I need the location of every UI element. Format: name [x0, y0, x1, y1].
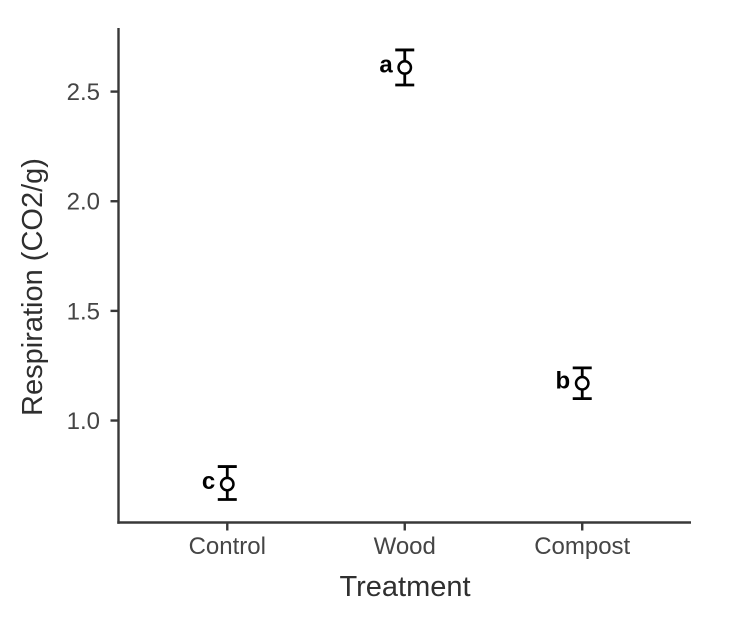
significance-letter: a: [379, 51, 393, 78]
plot-panel: 1.0 1.5 2.0 2.5 Control Wood Compost c a b: [67, 28, 691, 560]
x-tick-label: Control: [189, 533, 266, 560]
y-tick-label: 2.5: [67, 79, 100, 106]
data-point-marker: [574, 375, 590, 391]
y-axis-title: Respiration (CO2/g): [17, 158, 49, 416]
significance-letter: c: [202, 468, 215, 495]
y-tick-label: 2.0: [67, 189, 100, 216]
y-tick-label: 1.0: [67, 408, 100, 435]
x-tick-label: Compost: [534, 533, 630, 560]
y-tick-label: 1.5: [67, 298, 100, 325]
significance-letter: b: [556, 367, 571, 394]
data-point-marker: [219, 476, 235, 492]
x-axis-title: Treatment: [339, 571, 470, 603]
x-tick-label: Wood: [374, 533, 436, 560]
data-point-marker: [397, 60, 413, 75]
